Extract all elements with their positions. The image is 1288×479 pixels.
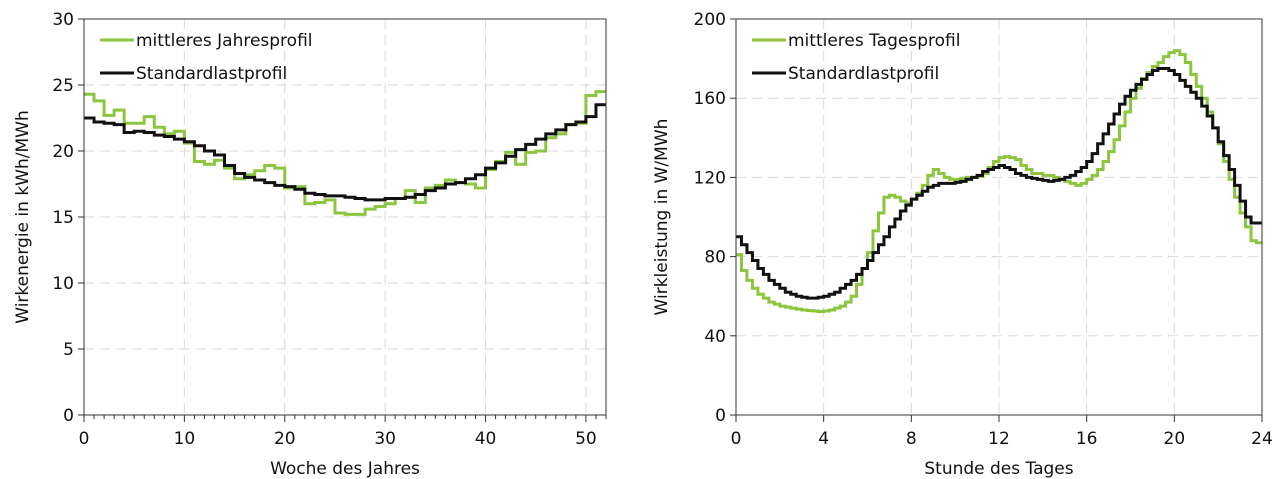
- series-line-standard-profile: [736, 67, 1262, 300]
- y-tick-label: 40: [704, 327, 726, 347]
- series-group: [84, 90, 606, 216]
- y-axis-label: Wirkenergie in kWh/MWh: [13, 110, 33, 323]
- y-tick-label: 120: [694, 168, 726, 188]
- y-tick-label: 10: [52, 274, 74, 294]
- x-tick-label: 10: [174, 429, 196, 449]
- x-tick-label: 50: [575, 429, 597, 449]
- legend-label-mean-daily: mittleres Tagesprofil: [788, 31, 960, 51]
- y-tick-label: 0: [63, 406, 74, 426]
- legend-label-standard-profile: Standardlastprofil: [136, 64, 287, 84]
- x-tick-label: 0: [731, 429, 742, 449]
- y-tick-label: 5: [63, 340, 74, 360]
- y-tick-label: 30: [52, 10, 74, 30]
- series-line-mean-profile: [736, 49, 1262, 313]
- x-tick-label: 12: [988, 429, 1010, 449]
- y-tick-label: 160: [694, 89, 726, 109]
- chart-daily-profile: 0 4 8 12 16 20 24 0 40 80 120 160 200 Stunde des Tag…: [652, 10, 1273, 479]
- series-line-standard-profile: [84, 103, 606, 202]
- x-tick-label: 8: [906, 429, 917, 449]
- x-tick-label: 20: [1164, 429, 1186, 449]
- axis-ticks: 0 10 20 30 40 50 0 5 10 15 20 25 30: [52, 10, 607, 449]
- legend-label-mean-annual: mittleres Jahresprofil: [136, 31, 313, 51]
- y-axis-label: Wirkleistung in W/MWh: [652, 119, 672, 316]
- axis-ticks: 0 4 8 12 16 20 24 0 40 80 120 160 200: [694, 10, 1273, 449]
- x-tick-label: 24: [1251, 429, 1273, 449]
- x-tick-label: 40: [475, 429, 497, 449]
- legend: mittleres Jahresprofil Standardlastprofi…: [100, 31, 313, 84]
- y-tick-label: 0: [715, 406, 726, 426]
- y-tick-label: 200: [694, 10, 726, 30]
- legend-label-standard-profile: Standardlastprofil: [788, 64, 939, 84]
- x-tick-label: 16: [1076, 429, 1098, 449]
- x-tick-label: 0: [79, 429, 90, 449]
- y-tick-label: 80: [704, 248, 726, 268]
- grid-lines: [736, 19, 1262, 415]
- y-tick-label: 20: [52, 142, 74, 162]
- series-line-mean-profile: [84, 90, 606, 216]
- x-axis-label: Woche des Jahres: [270, 459, 420, 479]
- series-group: [736, 49, 1262, 313]
- chart-annual-profile: 0 10 20 30 40 50 0 5 10 15 20 25 30 Woche des Jahres…: [13, 10, 607, 479]
- legend: mittleres Tagesprofil Standardlastprofil: [752, 31, 960, 84]
- x-tick-label: 20: [274, 429, 296, 449]
- y-tick-label: 25: [52, 76, 74, 96]
- x-tick-label: 30: [374, 429, 396, 449]
- x-axis-label: Stunde des Tages: [924, 459, 1073, 479]
- y-tick-label: 15: [52, 208, 74, 228]
- x-tick-label: 4: [818, 429, 829, 449]
